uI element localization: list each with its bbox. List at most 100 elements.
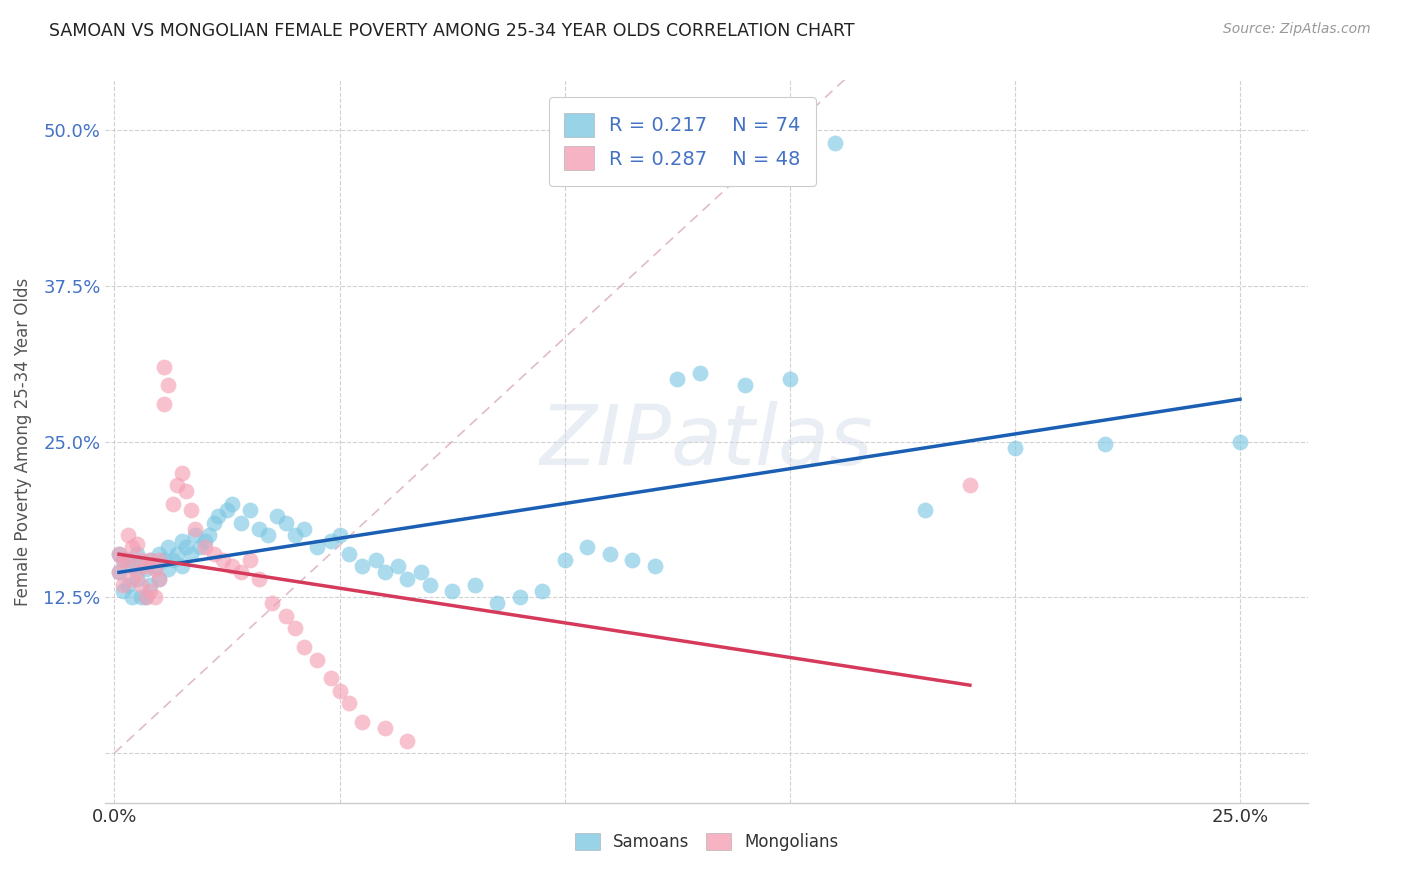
Point (108, 566, 131, 580)
Point (148, 553, 170, 567)
Point (125, 537, 148, 551)
Point (266, 509, 288, 524)
Point (170, 466, 193, 480)
Point (238, 553, 260, 567)
Point (198, 528, 221, 542)
Point (486, 597, 509, 611)
Point (139, 553, 162, 567)
Point (576, 541, 599, 555)
Point (554, 553, 576, 567)
Point (229, 516, 252, 530)
Point (238, 503, 260, 517)
Point (162, 497, 184, 511)
Point (108, 547, 131, 561)
Point (121, 541, 143, 555)
Point (599, 547, 621, 561)
Point (374, 566, 396, 580)
Point (621, 553, 644, 567)
Point (509, 591, 531, 605)
Point (176, 484, 198, 499)
Point (441, 584, 464, 599)
Point (352, 714, 374, 729)
Point (131, 553, 153, 567)
Point (193, 541, 215, 555)
Point (734, 378, 756, 392)
Legend: Samoans, Mongolians: Samoans, Mongolians (567, 825, 846, 860)
Point (153, 553, 176, 567)
Point (352, 559, 374, 574)
Point (170, 534, 193, 549)
Point (131, 591, 153, 605)
Point (121, 591, 143, 605)
Point (121, 559, 143, 574)
Point (135, 591, 157, 605)
Point (396, 733, 419, 747)
Point (283, 621, 305, 635)
Point (1094, 437, 1116, 451)
Point (193, 534, 215, 549)
Point (337, 547, 360, 561)
Point (143, 559, 166, 574)
Point (247, 572, 270, 586)
Point (131, 578, 153, 592)
Point (1004, 441, 1026, 455)
Point (229, 566, 252, 580)
Point (256, 528, 278, 542)
Text: SAMOAN VS MONGOLIAN FEMALE POVERTY AMONG 25-34 YEAR OLDS CORRELATION CHART: SAMOAN VS MONGOLIAN FEMALE POVERTY AMONG… (49, 22, 855, 40)
Point (117, 528, 139, 542)
Point (148, 572, 170, 586)
Point (135, 561, 157, 575)
Point (283, 528, 305, 542)
Point (689, 366, 711, 380)
Point (162, 553, 184, 567)
Point (117, 578, 139, 592)
Point (419, 578, 441, 592)
Point (166, 478, 188, 492)
Point (387, 559, 409, 574)
Point (184, 528, 207, 542)
Point (117, 553, 139, 567)
Point (148, 547, 170, 561)
Point (959, 478, 981, 492)
Point (176, 541, 198, 555)
Point (139, 584, 162, 599)
Point (125, 566, 148, 580)
Point (464, 578, 486, 592)
Point (221, 559, 243, 574)
Text: ZIPatlas: ZIPatlas (540, 401, 873, 482)
Point (153, 359, 176, 374)
Point (292, 640, 315, 654)
Point (319, 671, 342, 685)
Point (139, 578, 162, 592)
Point (143, 561, 166, 575)
Point (292, 522, 315, 536)
Point (108, 547, 131, 561)
Point (112, 584, 135, 599)
Point (531, 584, 554, 599)
Point (125, 547, 148, 561)
Point (157, 541, 180, 555)
Point (148, 572, 170, 586)
Point (121, 572, 143, 586)
Point (364, 553, 387, 567)
Point (112, 578, 135, 592)
Point (184, 522, 207, 536)
Point (396, 572, 419, 586)
Point (211, 553, 233, 567)
Point (319, 534, 342, 549)
Point (135, 559, 157, 574)
Point (157, 561, 180, 575)
Point (166, 547, 188, 561)
Point (307, 541, 329, 555)
Point (207, 509, 229, 524)
Point (329, 683, 352, 698)
Point (1229, 434, 1251, 449)
Point (409, 566, 432, 580)
Point (117, 553, 139, 567)
Point (125, 572, 148, 586)
Point (157, 378, 180, 392)
Point (644, 559, 666, 574)
Point (824, 136, 846, 150)
Point (215, 503, 238, 517)
Point (666, 372, 689, 386)
